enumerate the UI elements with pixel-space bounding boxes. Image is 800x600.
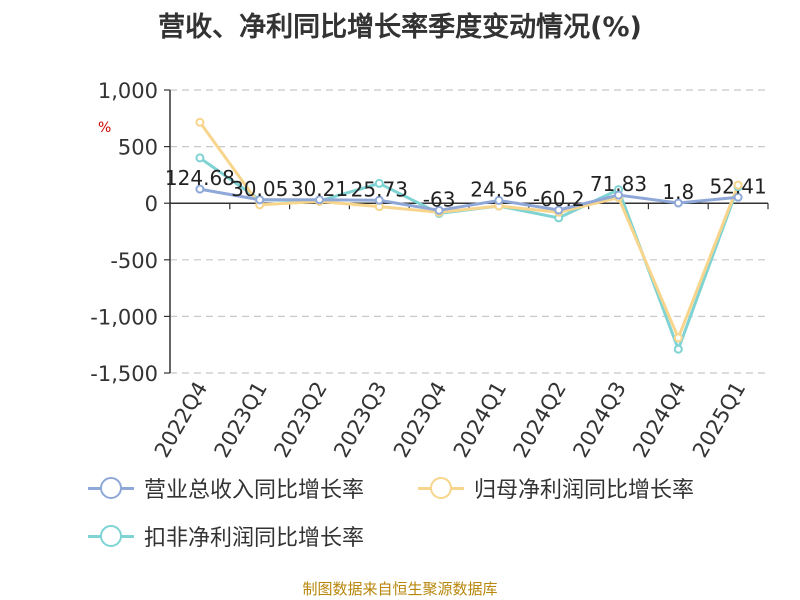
x-tick-label: 2022Q4 (150, 378, 212, 462)
y-unit-label: % (98, 120, 112, 136)
x-tick-label: 2023Q1 (210, 378, 272, 462)
x-tick-label: 2024Q4 (628, 378, 690, 462)
legend-label-deducted-profit: 扣非净利润同比增长率 (144, 526, 365, 551)
y-tick-label: -500 (110, 249, 158, 273)
legend-item-net-profit[interactable]: 归母净利润同比增长率 (418, 472, 694, 504)
y-tick-label: -1,500 (90, 362, 158, 386)
series-line-1 (198, 121, 740, 340)
data-label: 25.73 (351, 177, 408, 201)
x-tick-label: 2024Q3 (568, 378, 630, 462)
chart-title: 营收、净利同比增长率季度变动情况(%) (158, 12, 642, 43)
data-label: 52.41 (709, 174, 766, 198)
data-point (374, 178, 384, 188)
legend-label-revenue: 营业总收入同比增长率 (144, 478, 365, 503)
y-tick-label: 1,000 (98, 79, 158, 103)
y-tick-label: 500 (118, 136, 158, 160)
y-tick-label: 0 (145, 192, 158, 216)
data-point (255, 195, 265, 205)
x-tick-label: 2025Q1 (688, 378, 750, 462)
data-label: 30.05 (231, 177, 288, 201)
series-line-0 (199, 187, 739, 212)
legend-item-revenue[interactable]: 营业总收入同比增长率 (88, 472, 364, 504)
y-tick-label: -1,000 (90, 305, 158, 329)
data-point (673, 198, 683, 208)
x-tick-label: 2023Q4 (389, 377, 451, 461)
data-point (434, 205, 444, 215)
data-point (195, 184, 205, 194)
data-label: 1.8 (662, 180, 694, 204)
x-tick-label: 2023Q2 (269, 378, 331, 462)
legend-swatch-revenue (88, 475, 134, 501)
data-point (374, 195, 384, 205)
legend-swatch-deducted-profit (88, 523, 134, 549)
data-source: 制图数据来自恒生聚源数据库 (302, 580, 498, 598)
legend-label-net-profit: 归母净利润同比增长率 (474, 478, 695, 503)
legend-swatch-net-profit (418, 475, 464, 501)
data-point (673, 333, 683, 343)
x-tick-label: 2024Q2 (509, 378, 571, 462)
data-label: 30.21 (291, 177, 348, 201)
data-point (494, 195, 504, 205)
data-point (315, 195, 324, 205)
data-label: -60.2 (533, 187, 585, 211)
data-point (733, 180, 743, 190)
data-label: -63 (423, 187, 456, 211)
data-point (554, 205, 564, 215)
data-label: 71.83 (590, 172, 647, 196)
data-point (733, 192, 743, 202)
data-point (673, 344, 683, 354)
data-point (195, 153, 205, 163)
data-point (195, 117, 205, 127)
x-tick-label: 2023Q3 (329, 378, 391, 462)
data-label: 124.68 (165, 166, 235, 190)
data-label: 24.56 (470, 177, 527, 201)
x-tick-label: 2024Q1 (449, 378, 511, 462)
legend-item-deducted-profit[interactable]: 扣非净利润同比增长率 (88, 520, 364, 552)
data-point (614, 190, 623, 200)
